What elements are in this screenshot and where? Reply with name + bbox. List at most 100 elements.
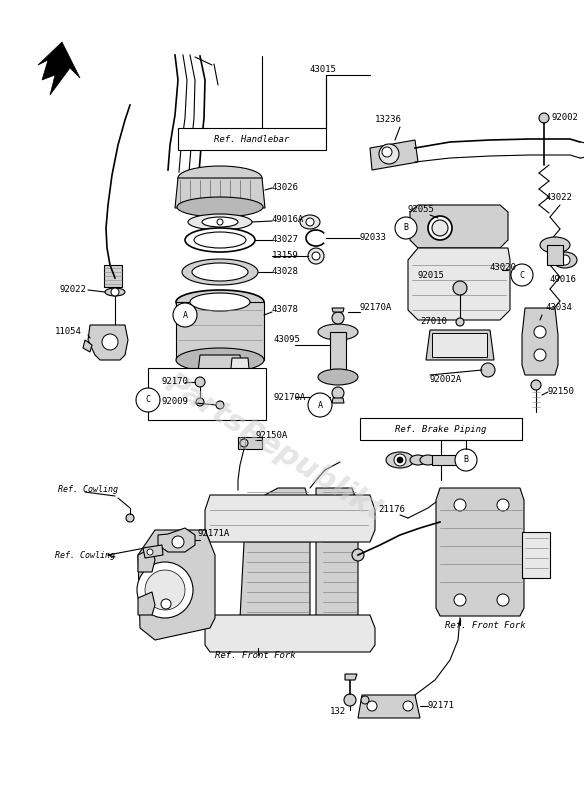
Text: 49016: 49016 bbox=[550, 275, 577, 285]
Text: 43028: 43028 bbox=[272, 267, 299, 277]
Polygon shape bbox=[138, 548, 155, 572]
Circle shape bbox=[428, 216, 452, 240]
Circle shape bbox=[161, 599, 171, 609]
Text: 92002A: 92002A bbox=[430, 375, 463, 385]
Polygon shape bbox=[205, 615, 375, 652]
Circle shape bbox=[172, 536, 184, 548]
Circle shape bbox=[332, 387, 344, 399]
Text: 92150A: 92150A bbox=[255, 430, 287, 439]
Circle shape bbox=[379, 144, 399, 164]
Text: A: A bbox=[182, 310, 187, 319]
Polygon shape bbox=[332, 398, 344, 403]
Bar bbox=[104, 265, 122, 287]
Circle shape bbox=[454, 499, 466, 511]
Bar bbox=[432, 333, 487, 357]
Polygon shape bbox=[345, 674, 357, 680]
Circle shape bbox=[397, 457, 403, 463]
Ellipse shape bbox=[176, 348, 264, 372]
Circle shape bbox=[560, 255, 570, 265]
Polygon shape bbox=[158, 528, 195, 552]
Polygon shape bbox=[83, 340, 92, 352]
Text: B: B bbox=[464, 455, 468, 465]
Text: 132: 132 bbox=[330, 707, 346, 717]
Polygon shape bbox=[316, 488, 358, 632]
Polygon shape bbox=[522, 308, 558, 375]
Text: Ref. Cowling: Ref. Cowling bbox=[55, 551, 115, 561]
Circle shape bbox=[361, 696, 369, 704]
Ellipse shape bbox=[553, 252, 577, 268]
Text: 43078: 43078 bbox=[272, 306, 299, 314]
Polygon shape bbox=[176, 302, 264, 360]
Circle shape bbox=[195, 377, 205, 387]
Circle shape bbox=[145, 570, 185, 610]
Ellipse shape bbox=[420, 455, 436, 465]
Circle shape bbox=[173, 303, 197, 327]
Ellipse shape bbox=[176, 290, 264, 314]
Text: Ref. Front Fork: Ref. Front Fork bbox=[215, 650, 296, 659]
Circle shape bbox=[306, 218, 314, 226]
Circle shape bbox=[534, 349, 546, 361]
Text: 92171: 92171 bbox=[428, 702, 455, 710]
Circle shape bbox=[111, 288, 119, 296]
Circle shape bbox=[497, 594, 509, 606]
Circle shape bbox=[126, 514, 134, 522]
Polygon shape bbox=[205, 495, 375, 542]
Ellipse shape bbox=[386, 452, 414, 468]
Circle shape bbox=[531, 380, 541, 390]
Circle shape bbox=[511, 264, 533, 286]
Circle shape bbox=[481, 363, 495, 377]
Circle shape bbox=[217, 219, 223, 225]
Circle shape bbox=[382, 147, 392, 157]
Text: 43022: 43022 bbox=[545, 194, 572, 202]
Polygon shape bbox=[38, 42, 80, 95]
Text: 92150: 92150 bbox=[548, 387, 575, 397]
Polygon shape bbox=[198, 355, 242, 372]
Circle shape bbox=[403, 701, 413, 711]
Circle shape bbox=[539, 113, 549, 123]
Polygon shape bbox=[410, 205, 508, 248]
Ellipse shape bbox=[188, 214, 252, 230]
Circle shape bbox=[454, 594, 466, 606]
Ellipse shape bbox=[178, 166, 262, 190]
Bar bbox=[238, 437, 262, 449]
Text: A: A bbox=[318, 401, 322, 410]
Polygon shape bbox=[143, 545, 163, 558]
Ellipse shape bbox=[105, 288, 125, 296]
Text: 43027: 43027 bbox=[272, 235, 299, 245]
Circle shape bbox=[216, 401, 224, 409]
Text: 11054: 11054 bbox=[55, 327, 82, 337]
Circle shape bbox=[147, 549, 153, 555]
Polygon shape bbox=[436, 488, 524, 616]
Polygon shape bbox=[175, 178, 265, 208]
Ellipse shape bbox=[190, 293, 250, 311]
Text: Ref. Handlebar: Ref. Handlebar bbox=[214, 134, 290, 143]
Circle shape bbox=[367, 701, 377, 711]
Text: 21176: 21176 bbox=[378, 506, 405, 514]
Ellipse shape bbox=[177, 197, 263, 217]
Text: 92170: 92170 bbox=[162, 378, 189, 386]
Circle shape bbox=[455, 449, 477, 471]
Text: 92033: 92033 bbox=[360, 234, 387, 242]
Bar bbox=[360, 418, 522, 440]
Bar bbox=[432, 455, 462, 465]
Text: 92009: 92009 bbox=[162, 398, 189, 406]
Text: Ref. Brake Piping: Ref. Brake Piping bbox=[395, 425, 486, 434]
Text: 43034: 43034 bbox=[545, 303, 572, 313]
Text: C: C bbox=[520, 270, 524, 279]
Circle shape bbox=[196, 398, 204, 406]
Text: 27010: 27010 bbox=[420, 318, 447, 326]
Ellipse shape bbox=[185, 228, 255, 252]
Text: 92170A: 92170A bbox=[360, 303, 392, 313]
Polygon shape bbox=[358, 695, 420, 718]
Text: 92055: 92055 bbox=[408, 206, 435, 214]
Circle shape bbox=[136, 388, 160, 412]
Text: 43095: 43095 bbox=[274, 335, 301, 345]
Circle shape bbox=[534, 326, 546, 338]
Circle shape bbox=[497, 499, 509, 511]
Ellipse shape bbox=[194, 232, 246, 248]
Circle shape bbox=[137, 562, 193, 618]
Ellipse shape bbox=[202, 217, 238, 227]
Ellipse shape bbox=[182, 259, 258, 285]
Bar bbox=[547, 245, 563, 265]
Circle shape bbox=[240, 439, 248, 447]
